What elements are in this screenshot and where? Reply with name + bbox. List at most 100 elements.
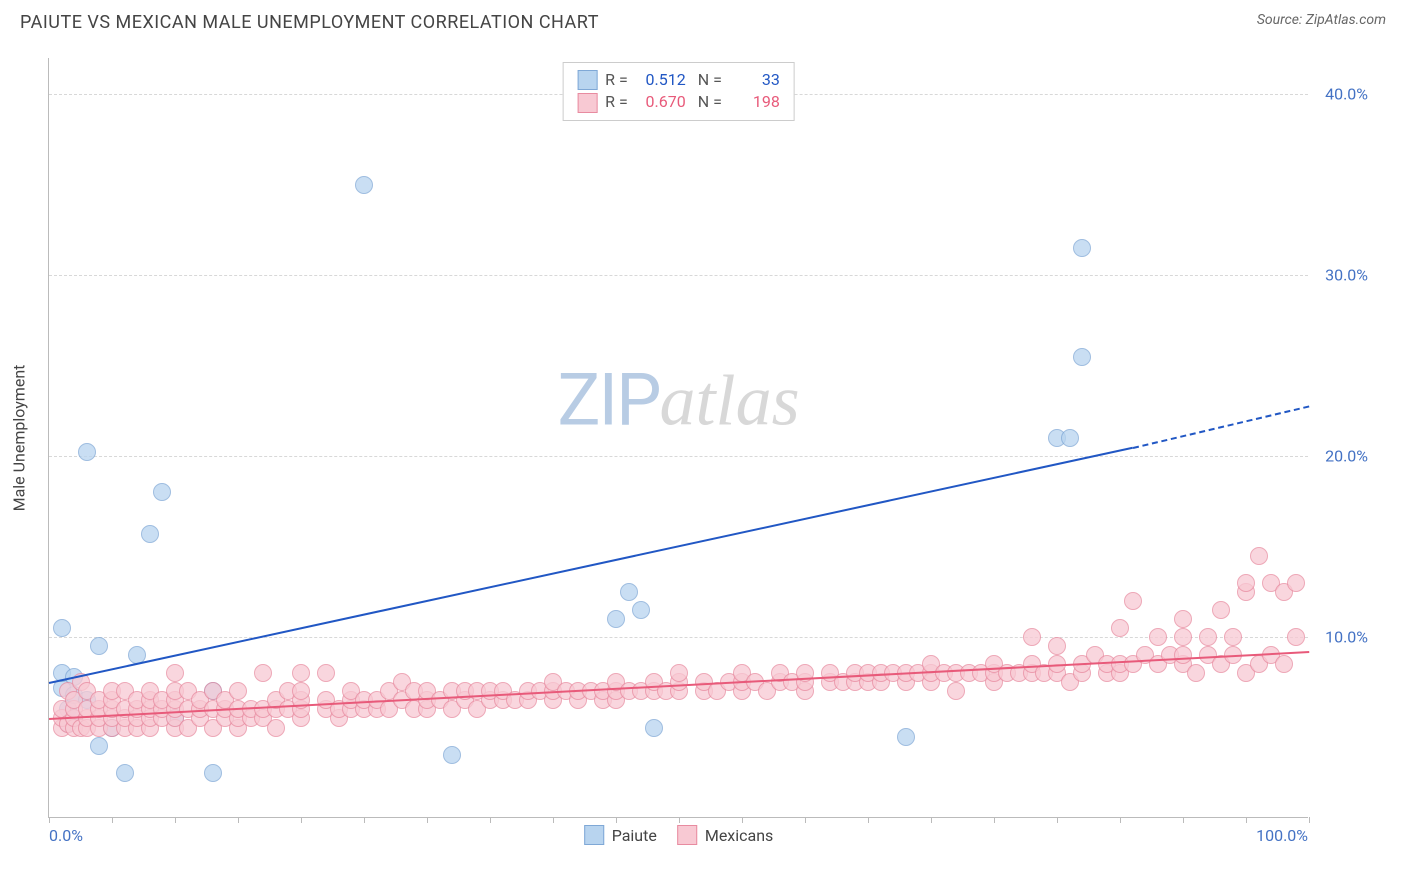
x-tick: [49, 817, 50, 823]
r-label: R =: [605, 69, 628, 91]
chart-area: Male Unemployment ZIPatlas R =0.512 N =3…: [48, 58, 1358, 838]
x-tick: [868, 817, 869, 823]
data-point: [1048, 637, 1066, 655]
data-point: [1174, 646, 1192, 664]
data-point: [292, 664, 310, 682]
data-point: [897, 728, 915, 746]
x-tick: [175, 817, 176, 823]
watermark-atlas: atlas: [660, 360, 800, 440]
data-point: [1224, 628, 1242, 646]
x-tick: [112, 817, 113, 823]
x-tick: [679, 817, 680, 823]
x-tick: [616, 817, 617, 823]
data-point: [1149, 628, 1167, 646]
x-tick: [805, 817, 806, 823]
x-tick: [490, 817, 491, 823]
legend-label: Paiute: [612, 826, 657, 845]
bottom-legend: Paiute Mexicans: [584, 825, 774, 845]
legend-item: Mexicans: [677, 825, 773, 845]
data-point: [166, 664, 184, 682]
y-axis-title: Male Unemployment: [10, 364, 29, 511]
gridline-h: [49, 637, 1308, 638]
stats-legend: R = 0.512 N = 33 R = 0.670 N = 198: [562, 62, 795, 121]
gridline-h: [49, 456, 1308, 457]
r-value: 0.512: [636, 69, 686, 91]
data-point: [141, 525, 159, 543]
r-value: 0.670: [636, 91, 686, 113]
watermark: ZIPatlas: [557, 357, 799, 442]
data-point: [116, 764, 134, 782]
x-tick: [742, 817, 743, 823]
data-point: [1073, 239, 1091, 257]
legend-swatch: [584, 825, 604, 845]
data-point: [1287, 574, 1305, 592]
n-value: 33: [730, 69, 780, 91]
data-point: [1199, 628, 1217, 646]
x-tick: [1120, 817, 1121, 823]
legend-swatch: [577, 93, 597, 113]
y-tick-label: 40.0%: [1325, 85, 1368, 104]
data-point: [90, 637, 108, 655]
n-value: 198: [730, 91, 780, 113]
data-point: [1174, 628, 1192, 646]
x-tick: [364, 817, 365, 823]
x-tick: [1246, 817, 1247, 823]
data-point: [947, 682, 965, 700]
data-point: [443, 746, 461, 764]
data-point: [267, 719, 285, 737]
x-tick: [1183, 817, 1184, 823]
legend-swatch: [577, 70, 597, 90]
watermark-zip: ZIP: [557, 357, 659, 442]
data-point: [254, 664, 272, 682]
stats-legend-row: R = 0.512 N = 33: [577, 69, 780, 91]
plot-region: Male Unemployment ZIPatlas R =0.512 N =3…: [48, 58, 1308, 818]
data-point: [1023, 628, 1041, 646]
x-tick: [931, 817, 932, 823]
data-point: [153, 483, 171, 501]
y-tick-label: 20.0%: [1325, 447, 1368, 466]
chart-title: PAIUTE VS MEXICAN MALE UNEMPLOYMENT CORR…: [20, 12, 599, 33]
data-point: [229, 682, 247, 700]
x-min-label: 0.0%: [49, 826, 83, 845]
data-point: [1250, 547, 1268, 565]
x-tick: [994, 817, 995, 823]
x-tick: [301, 817, 302, 823]
data-point: [1275, 655, 1293, 673]
stats-legend-row: R = 0.670 N = 198: [577, 91, 780, 113]
data-point: [317, 664, 335, 682]
data-point: [1287, 628, 1305, 646]
data-point: [1237, 574, 1255, 592]
data-point: [90, 737, 108, 755]
x-tick: [427, 817, 428, 823]
data-point: [355, 176, 373, 194]
x-tick: [553, 817, 554, 823]
n-label: N =: [694, 91, 722, 113]
x-tick: [1309, 817, 1310, 823]
trend-line-extrapolate: [1132, 405, 1309, 449]
data-point: [53, 619, 71, 637]
data-point: [645, 719, 663, 737]
data-point: [1111, 619, 1129, 637]
data-point: [1061, 429, 1079, 447]
data-point: [1073, 348, 1091, 366]
legend-swatch: [677, 825, 697, 845]
data-point: [632, 601, 650, 619]
y-tick-label: 30.0%: [1325, 266, 1368, 285]
x-max-label: 100.0%: [1256, 826, 1308, 845]
data-point: [292, 682, 310, 700]
gridline-h: [49, 275, 1308, 276]
data-point: [1187, 664, 1205, 682]
data-point: [670, 664, 688, 682]
r-label: R =: [605, 91, 628, 113]
legend-label: Mexicans: [705, 826, 773, 845]
data-point: [78, 443, 96, 461]
data-point: [1124, 592, 1142, 610]
source-label: Source: ZipAtlas.com: [1257, 12, 1386, 28]
chart-header: PAIUTE VS MEXICAN MALE UNEMPLOYMENT CORR…: [0, 0, 1406, 33]
data-point: [620, 583, 638, 601]
data-point: [204, 764, 222, 782]
x-tick: [238, 817, 239, 823]
x-tick: [1057, 817, 1058, 823]
legend-item: Paiute: [584, 825, 657, 845]
n-label: N =: [694, 69, 722, 91]
